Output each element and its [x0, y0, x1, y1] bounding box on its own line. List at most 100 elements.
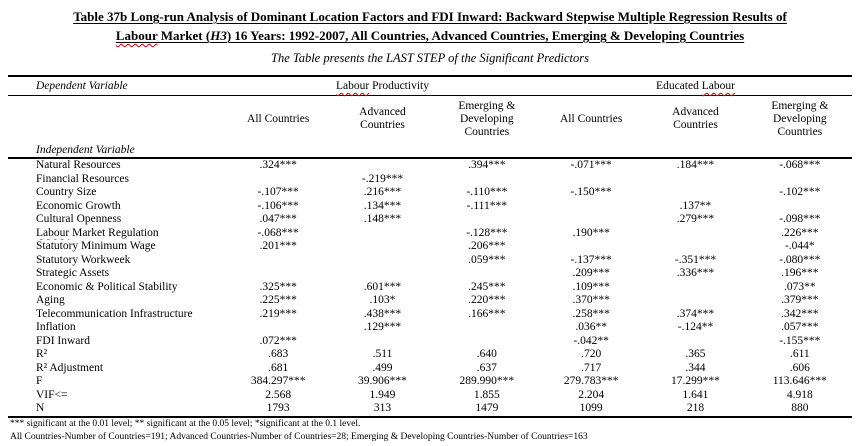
cell-value: .438*** [363, 307, 402, 320]
cell-value: .637 [476, 361, 497, 374]
cell-value [643, 227, 747, 241]
cell-value: .196*** [781, 267, 819, 279]
cell-value: .245*** [468, 280, 506, 293]
row-label-text: Market Regulation [69, 226, 159, 239]
cell-value [643, 240, 747, 254]
table-row: N 1793 313 1479 1099 218 880 [8, 402, 852, 417]
column-header-all-countries-lp: All Countries [247, 112, 310, 125]
row-label: Aging [36, 294, 65, 306]
cell-value: -.071*** [570, 159, 612, 171]
misspelled-word-labour: Labour [336, 80, 370, 92]
cell-value: -.155*** [779, 334, 821, 347]
row-label: R² [36, 348, 48, 360]
cell-value: .216*** [363, 186, 402, 198]
cell-value [539, 240, 643, 254]
table-row: Financial Resources -.219*** [8, 173, 852, 187]
cell-value [226, 267, 330, 281]
cell-value: -.044* [784, 240, 815, 252]
table-row: Cultural Openness .047*** .148*** .279*** -.… [8, 213, 852, 227]
cell-value: .601*** [363, 280, 402, 293]
cell-value: .129*** [363, 321, 402, 333]
group-header-educated-labour: Educated Labour [538, 76, 852, 96]
table-row: R² .683 .511 .640 .720 .365 .611 [8, 348, 852, 362]
cell-value [643, 335, 747, 349]
cell-value: .717 [581, 361, 602, 374]
cell-value: 1.641 [682, 388, 709, 401]
cell-value [643, 281, 747, 295]
cell-value: -.110*** [466, 186, 508, 198]
table-row: Statutory Minimum Wage .201*** .206*** -.04… [8, 240, 852, 254]
table-row: FDI Inward .072*** -.042** -.155*** [8, 335, 852, 349]
cell-value: .342*** [781, 307, 819, 320]
cell-value [330, 227, 434, 241]
cell-value: -.351*** [674, 253, 717, 266]
cell-value: 1099 [579, 402, 603, 414]
cell-value: .394*** [468, 159, 506, 171]
cell-value [539, 173, 643, 187]
row-label: Financial Resources [36, 172, 129, 185]
dependent-variable-label: Dependent Variable [8, 76, 226, 96]
cell-value: 2.204 [578, 388, 605, 401]
table-subtitle: The Table presents the LAST STEP of the … [271, 51, 589, 65]
row-label: Economic & Political Stability [36, 280, 178, 293]
table-row: Economic & Political Stability .325*** .60… [8, 281, 852, 295]
title-line2-mid: Market ( [157, 28, 211, 43]
row-label: Cultural Openness [36, 213, 122, 225]
cell-value [435, 213, 539, 227]
cell-value: .225*** [259, 294, 297, 306]
cell-value: .344 [685, 361, 706, 374]
cell-value: .611 [789, 348, 810, 360]
cell-value: .499 [372, 361, 393, 374]
cell-value [539, 200, 643, 214]
group1-rest: Productivity [369, 80, 429, 92]
cell-value: .166*** [468, 307, 506, 320]
independent-variable-row: Independent Variable [8, 142, 852, 159]
cell-value: .226*** [781, 226, 819, 239]
cell-value: -.068*** [779, 159, 821, 171]
cell-value: .134*** [363, 199, 402, 212]
table-row: Country Size -.107*** .216*** -.110*** -.150… [8, 186, 852, 200]
cell-value: .640 [476, 348, 497, 360]
table-body: Natural Resources .324*** .394*** -.071***.… [8, 158, 852, 417]
cell-value: -.098*** [779, 213, 821, 225]
cell-value [330, 240, 434, 254]
footnote-significance: *** significant at the 0.01 level; ** si… [10, 418, 361, 429]
dependent-variable-row: Dependent Variable Labour Productivity E… [8, 76, 852, 96]
table-row: R² Adjustment .681 .499 .637 .717 .344 .606 [8, 362, 852, 376]
column-header-emerging-developing-el: Emerging & Developing Countries [771, 99, 829, 138]
table-row: VIF<= 2.568 1.949 1.855 2.204 1.641 4.918 [8, 389, 852, 403]
cell-value: .379*** [781, 294, 819, 306]
cell-value: -.111*** [466, 199, 507, 212]
row-label: N [36, 402, 45, 414]
row-label: Strategic Assets [36, 267, 110, 279]
cell-value [435, 321, 539, 335]
table-title: Table 37b Long-run Analysis of Dominant … [0, 7, 860, 45]
footnote-country-counts: All Countries-Number of Countries=191; A… [10, 432, 588, 442]
cell-value: .047*** [259, 213, 297, 225]
cell-value: 4.918 [786, 388, 813, 401]
cell-value [748, 200, 852, 214]
cell-value [226, 254, 330, 268]
cell-value: .206*** [468, 240, 506, 252]
cell-value: -.080*** [779, 253, 821, 266]
cell-value: 1479 [475, 402, 499, 414]
row-label: Economic Growth [36, 199, 121, 212]
cell-value [748, 173, 852, 187]
cell-value: -.107*** [257, 186, 299, 198]
cell-value [643, 173, 747, 187]
cell-value: 17.299*** [671, 375, 720, 387]
cell-value [330, 335, 434, 349]
cell-value: -.102*** [779, 186, 821, 198]
regression-results-table: Dependent Variable Labour Productivity E… [8, 75, 852, 418]
title-line-1: Table 37b Long-run Analysis of Dominant … [73, 9, 787, 24]
table-row: Telecommunication Infrastructure .219***.… [8, 308, 852, 322]
table-row: F 384.297*** 39.906*** 289.990*** 279.783***… [8, 375, 852, 389]
row-label: Statutory Minimum Wage [36, 240, 156, 252]
cell-value: 218 [686, 402, 705, 414]
cell-value: -.068*** [257, 226, 299, 239]
cell-value: 2.568 [265, 388, 292, 401]
title-line-2: Labour Market (H3) 16 Years: 1992-2007, … [0, 26, 860, 45]
cell-value: -.137*** [570, 253, 612, 266]
row-label: Natural Resources [36, 159, 121, 171]
column-header-advanced-countries-lp: Advanced Countries [359, 106, 406, 131]
